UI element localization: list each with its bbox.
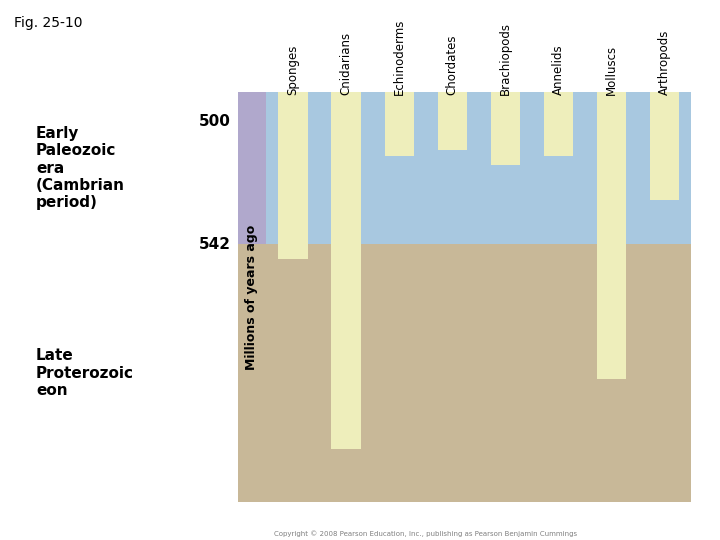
Text: Millions of years ago: Millions of years ago (246, 225, 258, 369)
Text: Copyright © 2008 Pearson Education, Inc., publishing as Pearson Benjamin Cumming: Copyright © 2008 Pearson Education, Inc.… (274, 531, 577, 537)
Text: Late
Proterozoic
eon: Late Proterozoic eon (36, 348, 134, 398)
Bar (238, 92, 266, 244)
Bar (331, 92, 361, 449)
Text: Chordates: Chordates (446, 34, 459, 94)
Text: Arthropods: Arthropods (658, 29, 671, 94)
Text: Annelids: Annelids (552, 44, 565, 94)
Bar (266, 244, 691, 502)
Bar (438, 92, 467, 151)
Bar (650, 92, 679, 200)
Text: Early
Paleozoic
era
(Cambrian
period): Early Paleozoic era (Cambrian period) (36, 126, 125, 210)
Bar (544, 92, 573, 156)
Text: Fig. 25-10: Fig. 25-10 (14, 16, 83, 30)
Bar (238, 244, 266, 502)
Text: Molluscs: Molluscs (605, 45, 618, 94)
Text: Sponges: Sponges (287, 44, 300, 94)
Text: Brachiopods: Brachiopods (499, 22, 512, 94)
Bar (279, 92, 307, 259)
Text: Cnidarians: Cnidarians (340, 32, 353, 94)
Bar (491, 92, 520, 165)
Bar (597, 92, 626, 379)
Text: Echinoderms: Echinoderms (392, 18, 405, 94)
Text: 542: 542 (199, 237, 230, 252)
Text: 500: 500 (199, 113, 230, 129)
Bar (384, 92, 414, 156)
